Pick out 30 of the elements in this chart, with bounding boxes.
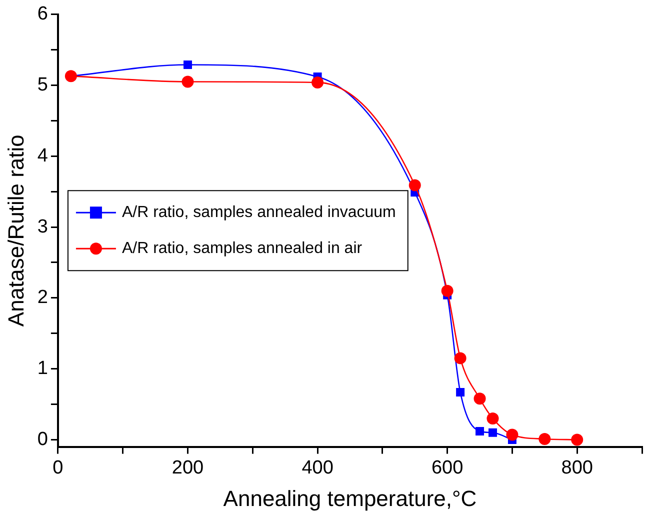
point: [184, 60, 192, 69]
x-tick-label: 400: [302, 457, 334, 478]
y-tick-label: 2: [37, 287, 48, 308]
point: [408, 179, 421, 192]
point: [538, 433, 551, 446]
point: [486, 412, 499, 424]
point: [312, 76, 324, 88]
point: [441, 284, 454, 297]
point: [488, 428, 497, 437]
x-tick-label: 600: [431, 457, 464, 478]
legend-label: A/R ratio, samples annealed in air: [122, 240, 363, 258]
legend-label: A/R ratio, samples annealed invacuum: [122, 204, 396, 222]
x-tick-label: 800: [561, 457, 593, 478]
y-tick-label: 3: [37, 216, 48, 238]
x-axis-title: Annealing temperature,°C: [223, 486, 477, 511]
y-axis-title: Anatase/Rutile ratio: [3, 134, 28, 327]
y-tick-label: 4: [37, 145, 48, 166]
x-tick-label: 0: [52, 457, 64, 478]
y-tick-label: 6: [37, 4, 48, 25]
point: [474, 392, 486, 405]
point: [456, 388, 465, 396]
x-tick-label: 200: [172, 457, 204, 478]
point: [571, 434, 584, 446]
y-tick-label: 1: [37, 358, 48, 380]
y-tick-label: 0: [37, 428, 48, 450]
point: [476, 426, 484, 436]
point: [454, 352, 466, 364]
y-tick-label: 5: [37, 74, 48, 96]
point: [182, 76, 194, 88]
point: [506, 428, 518, 441]
